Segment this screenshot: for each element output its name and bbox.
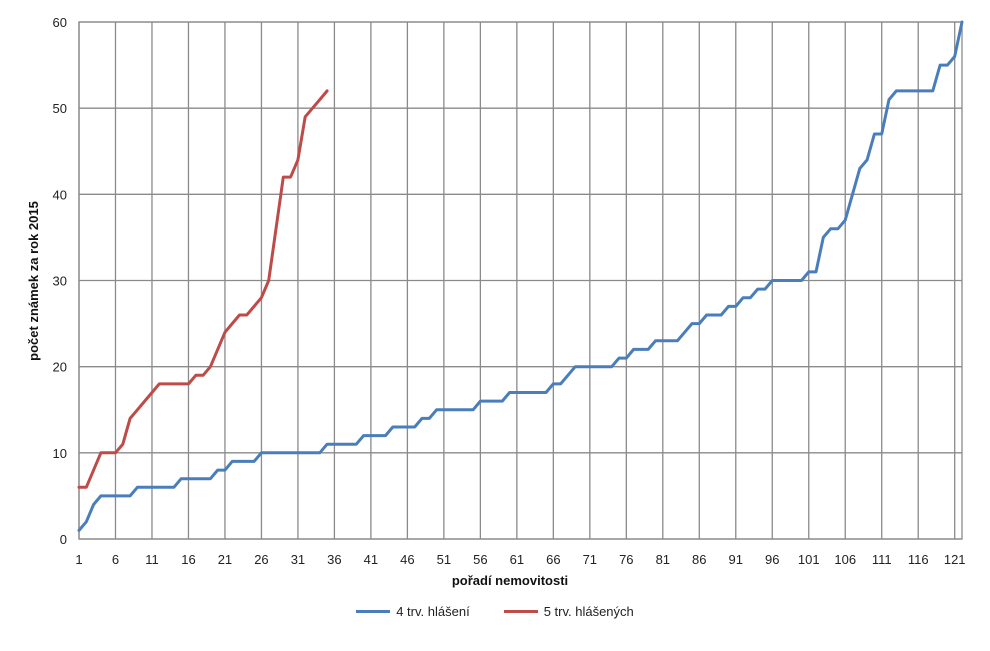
plot-area-border (78, 21, 963, 540)
x-tick-label: 96 (765, 552, 779, 567)
series-line-1 (77, 20, 964, 532)
y-tick-label: 50 (53, 101, 67, 116)
legend-item-series-1: 4 trv. hlášení (356, 604, 470, 619)
x-tick-label: 6 (112, 552, 119, 567)
x-tick-label: 61 (510, 552, 524, 567)
legend-swatch-series-1 (356, 610, 391, 613)
x-tick-label: 76 (619, 552, 633, 567)
x-axis-title: pořadí nemovitosti (452, 573, 568, 588)
x-tick-label: 46 (400, 552, 414, 567)
x-tick-label: 56 (473, 552, 487, 567)
legend: 4 trv. hlášení 5 trv. hlášených (0, 604, 990, 619)
x-tick-label: 71 (583, 552, 597, 567)
x-tick-labels: 1 6 11 16 21 26 31 36 41 46 51 56 61 66 71 76 81 86 91 96 10… (75, 552, 965, 567)
x-tick-label: 36 (327, 552, 341, 567)
y-tick-label: 20 (53, 360, 67, 375)
x-tick-label: 116 (908, 552, 929, 567)
plot-border (78, 21, 963, 540)
legend-label-series-1: 4 trv. hlášení (396, 604, 470, 619)
y-tick-label: 10 (53, 446, 67, 461)
x-tick-label: 91 (729, 552, 743, 567)
y-tick-labels: 0 10 20 30 40 50 60 (53, 15, 67, 547)
y-tick-label: 40 (53, 187, 67, 202)
legend-swatch-series-2 (503, 610, 538, 613)
x-tick-label: 121 (944, 552, 966, 567)
y-tick-label: 30 (53, 274, 67, 289)
x-tick-label: 11 (145, 552, 159, 567)
x-tick-label: 51 (437, 552, 451, 567)
x-tick-label: 81 (656, 552, 670, 567)
x-tick-label: 86 (692, 552, 706, 567)
y-tick-label: 60 (53, 15, 67, 30)
gridlines (78, 21, 962, 540)
x-tick-label: 26 (254, 552, 268, 567)
legend-label-series-2: 5 trv. hlášených (543, 604, 634, 619)
x-tick-label: 21 (218, 552, 232, 567)
x-tick-label: 66 (546, 552, 560, 567)
x-tick-label: 111 (872, 552, 892, 567)
legend-item-series-2: 5 trv. hlášených (503, 604, 634, 619)
series-lines (77, 20, 964, 532)
y-tick-label: 0 (60, 532, 67, 547)
series-line-2 (77, 89, 329, 489)
x-tick-label: 106 (834, 552, 856, 567)
x-tick-label: 16 (181, 552, 195, 567)
x-tick-label: 1 (75, 552, 82, 567)
x-tick-label: 41 (364, 552, 378, 567)
x-tick-label: 101 (798, 552, 820, 567)
y-axis-title: počet známek za rok 2015 (26, 201, 41, 361)
x-tick-label: 31 (291, 552, 305, 567)
